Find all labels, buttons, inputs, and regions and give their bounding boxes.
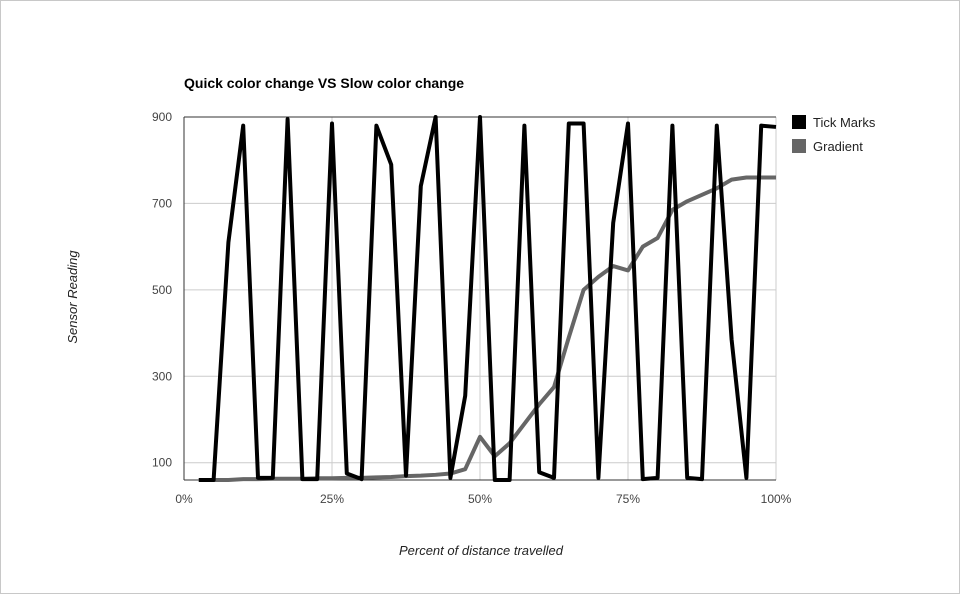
y-tick-label: 100 <box>152 456 172 470</box>
series-line-gradient <box>198 175 776 482</box>
legend: Tick Marks Gradient <box>792 115 876 154</box>
x-tick-label: 50% <box>468 492 492 506</box>
y-tick-labels: 100 300 500 700 900 <box>152 110 172 470</box>
x-tick-label: 75% <box>616 492 640 506</box>
x-tick-labels: 0% 25% 50% 75% 100% <box>175 492 791 506</box>
y-tick-label: 500 <box>152 283 172 297</box>
gridlines <box>184 117 777 480</box>
y-tick-label: 900 <box>152 110 172 124</box>
legend-label: Tick Marks <box>813 115 876 130</box>
y-tick-label: 300 <box>152 369 172 383</box>
legend-swatch <box>792 139 806 153</box>
legend-swatch <box>792 115 806 129</box>
x-axis-title: Percent of distance travelled <box>399 543 564 558</box>
y-axis-title: Sensor Reading <box>65 250 80 344</box>
x-tick-label: 100% <box>761 492 792 506</box>
chart-title: Quick color change VS Slow color change <box>184 75 464 91</box>
series-line-tick-marks <box>198 115 777 482</box>
series-lines <box>198 115 777 482</box>
x-tick-label: 0% <box>175 492 193 506</box>
legend-label: Gradient <box>813 139 863 154</box>
y-tick-label: 700 <box>152 196 172 210</box>
x-tick-label: 25% <box>320 492 344 506</box>
